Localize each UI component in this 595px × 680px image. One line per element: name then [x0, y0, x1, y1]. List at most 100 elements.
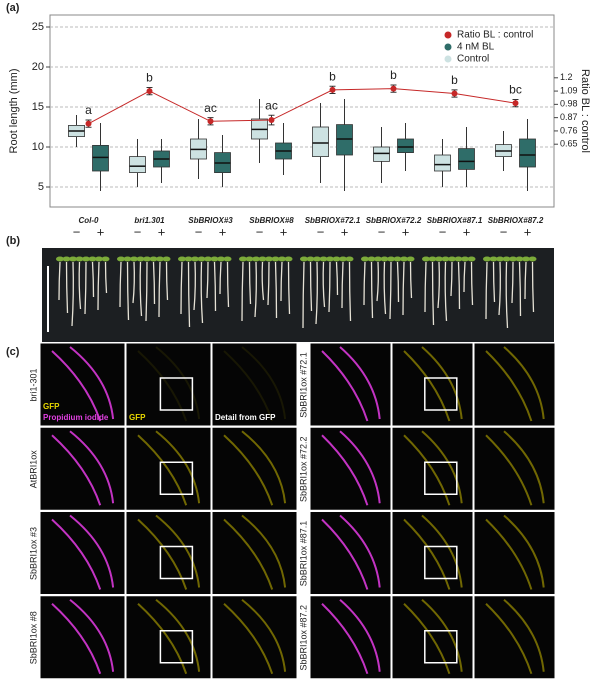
seedling-photo — [42, 248, 554, 342]
cotyledon — [435, 256, 443, 262]
cotyledon — [467, 256, 476, 262]
detail-box — [424, 461, 458, 495]
root — [219, 261, 222, 295]
root — [84, 261, 87, 315]
cotyledon — [284, 256, 293, 262]
cotyledon — [245, 256, 254, 262]
treatment-label: − — [256, 224, 264, 239]
cotyledon — [528, 256, 537, 262]
detail-box — [424, 377, 458, 411]
root-image — [403, 430, 463, 506]
cotyledon — [123, 256, 132, 262]
cotyledon — [306, 256, 315, 262]
cotyledon — [149, 256, 158, 262]
detail-box — [159, 461, 194, 495]
root — [261, 261, 265, 301]
root-image — [51, 430, 115, 506]
significance-letter: b — [451, 73, 458, 87]
y-tick-label: 25 — [32, 21, 44, 33]
cotyledon — [374, 256, 382, 262]
cotyledon — [204, 256, 212, 262]
cotyledon — [380, 256, 389, 262]
legend-marker — [444, 55, 452, 63]
root-image — [403, 598, 463, 675]
box — [336, 124, 353, 156]
y2-tick-label: 1.2 — [560, 72, 573, 82]
micrograph — [125, 342, 212, 427]
root — [524, 261, 527, 300]
root — [485, 261, 488, 320]
root — [370, 261, 374, 319]
box — [397, 138, 414, 153]
y2-tick-label: 0.87 — [560, 112, 578, 122]
cotyledon — [156, 256, 164, 262]
row-label: SbBRI1ox #72.1 — [298, 352, 308, 418]
cotyledon — [441, 256, 450, 262]
y2-tick-label: 0.65 — [560, 139, 578, 149]
cotyledon — [515, 256, 524, 262]
root — [409, 261, 413, 299]
treatment-label: + — [463, 224, 471, 239]
root — [152, 261, 156, 305]
cotyledon — [136, 256, 145, 262]
cotyledon — [143, 256, 151, 262]
cotyledon — [361, 256, 369, 262]
root — [267, 261, 270, 306]
cotyledon — [339, 256, 347, 262]
detail-box — [159, 630, 194, 664]
treatment-label: + — [524, 224, 532, 239]
cotyledon — [406, 256, 415, 262]
treatment-label: − — [195, 224, 203, 239]
y-tick-label: 5 — [38, 181, 44, 193]
cotyledon — [300, 256, 308, 262]
root — [200, 261, 204, 324]
row-label: SbBRI1ox #87.2 — [298, 605, 308, 671]
box — [92, 144, 109, 172]
plot-frame — [49, 14, 555, 208]
panel-label: (a) — [6, 2, 20, 14]
cotyledon — [387, 256, 395, 262]
root — [341, 261, 344, 309]
root — [402, 261, 405, 316]
cotyledon — [483, 256, 491, 262]
row-label: SbBRI1ox #72.2 — [298, 436, 308, 502]
root — [241, 261, 244, 322]
root — [165, 261, 169, 301]
root — [470, 261, 474, 306]
detail-box — [424, 630, 458, 664]
cotyledon — [332, 256, 341, 262]
root — [104, 261, 108, 294]
root — [431, 261, 435, 326]
root-image — [137, 514, 201, 590]
treatment-label: − — [317, 224, 325, 239]
cotyledon — [239, 256, 247, 262]
root-image — [223, 598, 287, 675]
x-tick-label: SbBRIOX#87.1 — [427, 216, 483, 225]
cotyledon — [258, 256, 267, 262]
root — [457, 261, 461, 310]
root — [348, 261, 352, 322]
root — [492, 261, 496, 303]
root — [71, 261, 74, 327]
root — [463, 261, 466, 293]
cotyledon — [75, 256, 84, 262]
root — [396, 261, 400, 303]
root — [158, 261, 161, 318]
root-image — [403, 346, 463, 422]
root — [383, 261, 387, 315]
x-tick-label: SbBRIOX#72.2 — [366, 216, 422, 225]
cotyledon — [461, 256, 469, 262]
ratio-line — [88, 88, 516, 125]
root — [363, 261, 366, 306]
overlay-label: Propidium iodide — [43, 413, 109, 422]
root — [65, 261, 69, 314]
box — [434, 154, 451, 172]
cotyledon — [191, 256, 199, 262]
root — [511, 261, 514, 304]
root — [226, 261, 230, 308]
treatment-label: + — [158, 224, 166, 239]
root — [315, 261, 318, 325]
treatment-label: + — [219, 224, 227, 239]
cotyledon — [210, 256, 219, 262]
root — [376, 261, 379, 302]
